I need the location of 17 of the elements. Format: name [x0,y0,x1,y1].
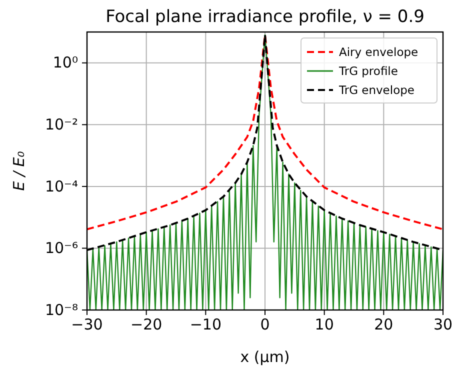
x-tick-label: 20 [374,316,394,334]
legend-label: TrG envelope [338,83,414,97]
x-tick-label: −10 [190,316,222,334]
chart-title: Focal plane irradiance profile, ν = 0.9 [106,7,424,27]
x-tick-label: −20 [130,316,162,334]
y-tick-label: 10⁰ [52,54,78,72]
x-tick-label: 30 [433,316,453,334]
y-tick-label: 10⁻² [44,115,78,134]
x-tick-label: 0 [260,316,270,334]
legend-label: TrG profile [338,64,398,78]
x-axis-title: x (μm) [240,348,290,366]
y-tick-label: 10⁻⁴ [44,177,78,196]
y-tick-label: 10⁻⁶ [44,239,78,258]
legend-label: Airy envelope [339,45,418,59]
line-series [87,34,443,310]
x-tick-label: 10 [314,316,334,334]
y-axis-title: E / E₀ [10,151,28,191]
